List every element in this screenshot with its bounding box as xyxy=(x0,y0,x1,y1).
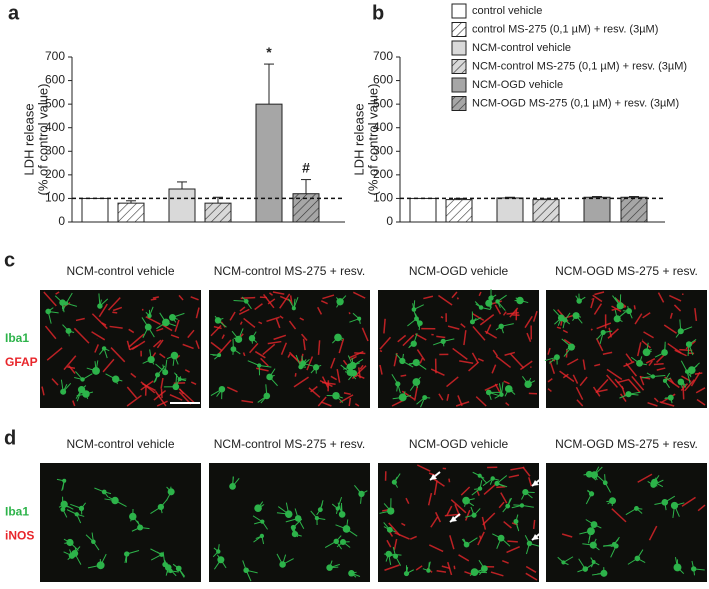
y-tick-label: 600 xyxy=(45,73,65,87)
bar xyxy=(584,197,610,222)
micrograph xyxy=(378,290,539,408)
legend-swatch xyxy=(452,4,466,18)
legend-label: NCM-control MS-275 (0,1 µM) + resv. (3µM… xyxy=(472,60,687,72)
column-title: NCM-control vehicle xyxy=(66,437,174,451)
texture xyxy=(683,385,684,399)
legend-label: NCM-OGD vehicle xyxy=(472,79,563,91)
texture xyxy=(425,398,430,399)
stain-label: GFAP xyxy=(5,355,38,369)
bar xyxy=(446,200,472,222)
panel-label: b xyxy=(372,2,384,24)
texture xyxy=(112,312,117,313)
column-title: NCM-control MS-275 + resv. xyxy=(214,437,365,451)
texture xyxy=(151,299,157,300)
texture xyxy=(161,389,162,398)
column-title: NCM-control vehicle xyxy=(66,264,174,278)
y-tick-label: 500 xyxy=(373,96,393,110)
column-title: NCM-OGD vehicle xyxy=(409,437,509,451)
legend-label: control vehicle xyxy=(472,5,542,17)
texture xyxy=(349,312,350,314)
legend-swatch xyxy=(452,97,466,111)
texture xyxy=(513,505,522,506)
texture xyxy=(507,541,517,542)
texture xyxy=(354,353,365,354)
bar xyxy=(533,200,559,222)
panel-label: c xyxy=(4,249,15,271)
y-tick-label: 200 xyxy=(373,167,393,181)
y-axis-label: LDH release xyxy=(351,103,366,175)
bar xyxy=(256,104,282,222)
bar xyxy=(169,189,195,222)
annotation: # xyxy=(302,159,310,175)
texture xyxy=(654,364,664,365)
texture xyxy=(605,474,606,483)
legend-swatch xyxy=(452,78,466,92)
legend-label: NCM-control vehicle xyxy=(472,42,571,54)
legend-swatch xyxy=(452,60,466,74)
texture xyxy=(330,567,339,568)
y-tick-label: 0 xyxy=(386,214,393,228)
column-title: NCM-OGD MS-275 + resv. xyxy=(555,437,698,451)
stain-label: Iba1 xyxy=(5,505,29,519)
bar xyxy=(118,203,144,222)
texture xyxy=(449,479,450,483)
texture xyxy=(665,342,666,353)
panel-label: d xyxy=(4,427,16,449)
bar xyxy=(497,198,523,222)
y-tick-label: 300 xyxy=(45,143,65,157)
y-tick-label: 300 xyxy=(373,143,393,157)
y-tick-label: 200 xyxy=(45,167,65,181)
texture xyxy=(295,373,296,376)
legend-swatch xyxy=(452,41,466,55)
y-tick-label: 0 xyxy=(58,214,65,228)
y-tick-label: 600 xyxy=(373,73,393,87)
texture xyxy=(441,317,443,318)
stain-label: Iba1 xyxy=(5,331,29,345)
column-title: NCM-OGD MS-275 + resv. xyxy=(555,264,698,278)
y-tick-label: 500 xyxy=(45,96,65,110)
bar xyxy=(82,198,108,222)
texture xyxy=(591,329,592,330)
bar xyxy=(621,197,647,222)
texture xyxy=(443,341,444,346)
bar xyxy=(205,203,231,222)
texture xyxy=(457,298,458,300)
stain-label: iNOS xyxy=(5,529,34,543)
column-title: NCM-OGD vehicle xyxy=(409,264,509,278)
legend-label: control MS-275 (0,1 µM) + resv. (3µM) xyxy=(472,23,658,35)
bar xyxy=(410,198,436,222)
texture xyxy=(401,375,407,376)
texture xyxy=(534,520,535,529)
y-tick-label: 700 xyxy=(373,49,393,63)
annotation: * xyxy=(266,44,272,60)
legend-label: NCM-OGD MS-275 (0,1 µM) + resv. (3µM) xyxy=(472,97,679,109)
y-tick-label: 100 xyxy=(373,191,393,205)
texture xyxy=(679,350,692,351)
y-tick-label: 700 xyxy=(45,49,65,63)
legend-swatch xyxy=(452,23,466,37)
panel-label: a xyxy=(8,2,20,24)
y-tick-label: 400 xyxy=(45,120,65,134)
texture xyxy=(592,299,593,300)
y-axis-label: LDH release xyxy=(21,103,36,175)
y-tick-label: 400 xyxy=(373,120,393,134)
texture xyxy=(496,487,505,488)
texture xyxy=(380,351,382,352)
column-title: NCM-control MS-275 + resv. xyxy=(214,264,365,278)
texture xyxy=(634,305,635,309)
micrograph xyxy=(546,463,707,582)
y-tick-label: 100 xyxy=(45,191,65,205)
texture xyxy=(584,474,590,475)
